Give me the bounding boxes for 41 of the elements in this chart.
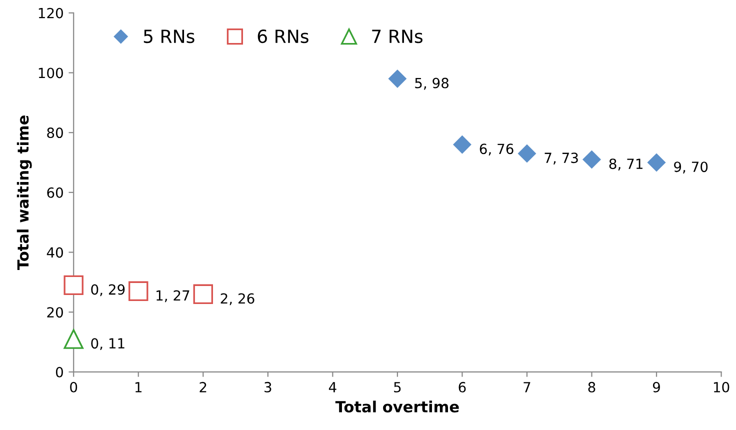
x-tick-label: 6 bbox=[458, 382, 466, 392]
y-axis-title: Total waiting time bbox=[16, 116, 32, 270]
legend-label: 5 RNs bbox=[144, 30, 194, 44]
x-tick-label: 0 bbox=[70, 382, 78, 392]
x-tick-label: 5 bbox=[394, 382, 401, 392]
data-label: 1, 27 bbox=[156, 290, 190, 302]
point bbox=[64, 275, 84, 296]
x-tick-label: 1 bbox=[135, 382, 142, 392]
data-label: 0, 11 bbox=[91, 338, 124, 350]
data-label: 5, 98 bbox=[415, 78, 448, 90]
y-tick-label: 80 bbox=[47, 128, 63, 138]
x-tick-label: 7 bbox=[524, 382, 530, 392]
point bbox=[128, 281, 148, 302]
y-tick-label: 40 bbox=[46, 247, 63, 258]
x-tick-label: 2 bbox=[200, 382, 206, 392]
point bbox=[387, 68, 408, 89]
data-label: 2, 26 bbox=[220, 293, 254, 306]
x-tick-label: 8 bbox=[588, 382, 596, 392]
x-axis-title: Total overtime bbox=[335, 400, 459, 412]
point bbox=[452, 134, 472, 155]
point bbox=[646, 152, 667, 173]
y-tick-label: 20 bbox=[47, 307, 63, 318]
point bbox=[582, 149, 602, 170]
data-label: 6, 76 bbox=[480, 144, 514, 156]
x-tick-label: 3 bbox=[264, 382, 272, 392]
x-tick-label: 4 bbox=[328, 382, 336, 392]
data-label: 8, 71 bbox=[609, 158, 642, 171]
point bbox=[64, 329, 84, 349]
y-tick-label: 120 bbox=[38, 8, 63, 18]
data-label: 7, 73 bbox=[544, 152, 578, 165]
data-label: 9, 70 bbox=[674, 162, 708, 174]
point bbox=[193, 284, 213, 304]
y-tick-label: 0 bbox=[56, 366, 63, 378]
data-label: 0, 29 bbox=[91, 284, 125, 296]
point bbox=[516, 143, 538, 164]
x-tick-label: 9 bbox=[652, 382, 660, 392]
legend-label: 7 RNs bbox=[372, 30, 422, 44]
y-tick-label: 100 bbox=[38, 68, 63, 78]
y-tick-label: 60 bbox=[47, 187, 63, 198]
x-tick-label: 10 bbox=[714, 382, 730, 392]
legend-label: 6 RNs bbox=[258, 29, 308, 44]
